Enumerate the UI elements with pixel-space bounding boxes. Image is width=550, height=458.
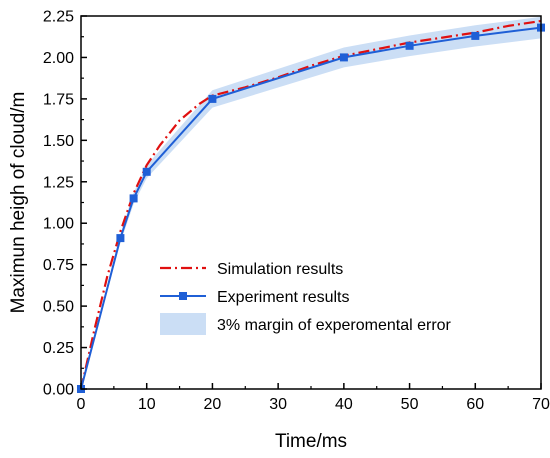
experiment-point bbox=[405, 41, 414, 50]
x-tick-label: 40 bbox=[335, 396, 353, 413]
x-axis-label: Time/ms bbox=[275, 431, 347, 452]
y-tick-label: 1.75 bbox=[43, 91, 74, 108]
experiment-point bbox=[129, 194, 138, 203]
x-tick-label: 0 bbox=[77, 396, 86, 413]
x-tick-label: 70 bbox=[532, 396, 550, 413]
legend-experiment-label: Experiment results bbox=[217, 289, 350, 306]
simulation-line bbox=[79, 19, 542, 390]
experiment-point bbox=[116, 234, 125, 243]
x-tick-label: 20 bbox=[204, 396, 222, 413]
y-tick-label: 2.00 bbox=[43, 50, 74, 67]
x-tick-label: 50 bbox=[401, 396, 419, 413]
y-tick-label: 0.00 bbox=[43, 382, 74, 399]
legend-simulation-label: Simulation results bbox=[217, 261, 343, 278]
y-tick-label: 2.25 bbox=[43, 9, 74, 26]
x-tick-label: 30 bbox=[269, 396, 287, 413]
error-band-layer bbox=[81, 16, 541, 390]
y-tick-label: 0.50 bbox=[43, 299, 74, 316]
legend-experiment-marker bbox=[179, 292, 187, 300]
y-tick-label: 1.00 bbox=[43, 216, 74, 233]
experiment-line bbox=[80, 26, 542, 390]
legend-error-band-label: 3% margin of experomental error bbox=[217, 317, 452, 334]
y-tick-label: 0.75 bbox=[43, 257, 74, 274]
y-tick-label: 1.50 bbox=[43, 133, 74, 150]
error-band bbox=[81, 16, 541, 390]
x-tick-label: 10 bbox=[138, 396, 156, 413]
y-tick-label: 1.25 bbox=[43, 174, 74, 191]
y-axis-label: Maximun heigh of cloud/m bbox=[8, 92, 29, 314]
legend: Simulation results Experiment results 3%… bbox=[160, 261, 452, 335]
legend-error-band-swatch bbox=[160, 313, 206, 335]
experiment-point bbox=[471, 31, 480, 40]
experiment-point bbox=[208, 94, 217, 103]
experiment-point bbox=[142, 167, 151, 176]
x-tick-label: 60 bbox=[466, 396, 484, 413]
ticks-layer: 0 10 20 30 40 50 60 70 0.00 0.25 0.50 0.75 1.00 1.25 1… bbox=[43, 9, 550, 414]
y-tick-label: 0.25 bbox=[43, 340, 74, 357]
experiment-point bbox=[339, 53, 348, 62]
